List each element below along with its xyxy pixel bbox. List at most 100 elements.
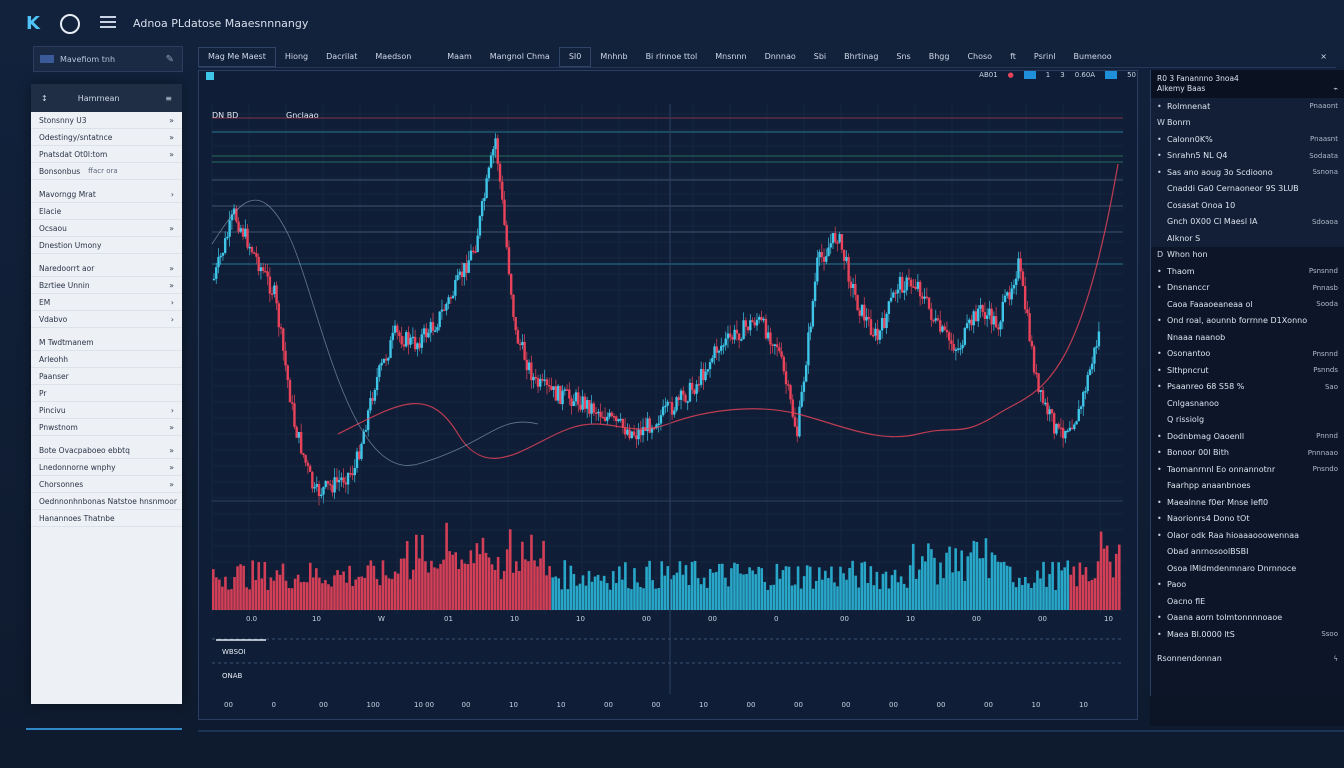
k-logo-icon[interactable]: K bbox=[26, 13, 40, 34]
chevron-icon[interactable]: » bbox=[169, 115, 174, 125]
right-list-item[interactable]: D Whon hon bbox=[1151, 247, 1344, 264]
right-list-item[interactable]: Osoa lMldmdenmnaro Dnrnnoce bbox=[1151, 560, 1344, 577]
expand-icon[interactable]: ↕ bbox=[41, 93, 48, 103]
right-header-icon[interactable]: ⌁ bbox=[1333, 84, 1338, 93]
right-list-item[interactable]: • Bonoor 00l Bith Pnnnaao bbox=[1151, 445, 1344, 462]
chevron-icon[interactable]: » bbox=[169, 479, 174, 489]
right-list-item[interactable]: Cosasat Onoa 10 bbox=[1151, 197, 1344, 214]
menu-icon[interactable] bbox=[100, 16, 116, 30]
record-circle-icon[interactable] bbox=[60, 14, 80, 34]
chevron-icon[interactable]: » bbox=[169, 263, 174, 273]
left-item[interactable]: Odestingy/sntatnce » bbox=[31, 129, 182, 146]
right-list-item[interactable]: Faarhpp anaanbnoes bbox=[1151, 478, 1344, 495]
series-swatch[interactable] bbox=[206, 72, 214, 80]
left-item[interactable]: Arleohh bbox=[31, 351, 182, 368]
left-item[interactable]: Pr bbox=[31, 385, 182, 402]
toolbar-item[interactable]: Sbi bbox=[813, 51, 827, 61]
right-list-item[interactable]: Q rissiolg bbox=[1151, 412, 1344, 429]
right-list-item[interactable]: • Slthpncrut Psnnds bbox=[1151, 362, 1344, 379]
chevron-icon[interactable]: » bbox=[169, 132, 174, 142]
left-item[interactable]: Naredoorrt aor » bbox=[31, 260, 182, 277]
toolbar-item[interactable]: Hiong bbox=[284, 51, 309, 61]
toolbar-item[interactable]: ft bbox=[1010, 51, 1016, 61]
toolbar-item[interactable]: Mnsnnn bbox=[715, 51, 747, 61]
left-item[interactable]: Vdabvo › bbox=[31, 311, 182, 328]
left-item[interactable]: Stonsnny U3 » bbox=[31, 112, 182, 129]
right-list-item[interactable]: Obad anrnosoolBSBI bbox=[1151, 544, 1344, 561]
chevron-icon[interactable]: » bbox=[169, 462, 174, 472]
toolbar-item[interactable]: Mag Me Maest bbox=[198, 46, 276, 67]
close-icon[interactable]: × bbox=[1320, 51, 1327, 61]
right-list-item[interactable]: • Osonantoo Pnsnnd bbox=[1151, 346, 1344, 363]
left-item[interactable]: Mavorngg Mrat › bbox=[31, 186, 182, 203]
right-list-item[interactable]: • Snrahn5 NL Q4 Sodaata bbox=[1151, 147, 1344, 164]
burger-icon[interactable]: ≡ bbox=[165, 93, 172, 103]
left-item[interactable]: Lnedonnorne wnphy » bbox=[31, 459, 182, 476]
right-list-item[interactable]: W Bonrn bbox=[1151, 114, 1344, 131]
right-list-item[interactable]: • Thaom Psnsnnd bbox=[1151, 263, 1344, 280]
toolbar-item[interactable] bbox=[420, 46, 438, 68]
toolbar-item[interactable]: Bhgg bbox=[928, 51, 950, 61]
right-list-item[interactable]: • Dnsnanccr Pnnasb bbox=[1151, 280, 1344, 297]
toolbar-item[interactable]: Mangnol Chma bbox=[489, 51, 550, 61]
right-list-item[interactable]: • Calonn0K% Pnaasnt bbox=[1151, 131, 1344, 148]
price-chart[interactable]: DN BD Gnclaao 0.0 10 W 01 10 10 00 00 0 00 10 00 00 1… bbox=[198, 84, 1138, 720]
left-item[interactable]: Paanser bbox=[31, 368, 182, 385]
toolbar-item[interactable]: Dnnnao bbox=[764, 51, 796, 61]
right-list-item[interactable]: Nnaaa naanob bbox=[1151, 329, 1344, 346]
right-list-item[interactable]: • Naorionrs4 Dono tOt bbox=[1151, 511, 1344, 528]
chevron-icon[interactable]: » bbox=[169, 280, 174, 290]
toolbar-item[interactable]: Bi rlnnoe ttol bbox=[645, 51, 698, 61]
right-list-item[interactable]: Cnaddi Ga0 Cernaoneor 9S 3LUB bbox=[1151, 180, 1344, 197]
chevron-icon[interactable]: › bbox=[170, 189, 174, 199]
left-header[interactable]: Mavefiom tnh ✎ bbox=[33, 46, 183, 72]
left-item[interactable]: Pnwstnom » bbox=[31, 419, 182, 436]
left-item[interactable]: M Twdtmanem bbox=[31, 334, 182, 351]
toolbar-item[interactable]: Mnhnb bbox=[600, 51, 628, 61]
lightning-icon[interactable]: ϟ bbox=[1333, 654, 1338, 663]
pencil-icon[interactable]: ✎ bbox=[165, 53, 174, 65]
right-list-item[interactable]: Alknor S bbox=[1151, 230, 1344, 247]
left-item[interactable]: Bonsonbus ffacr ora bbox=[31, 163, 182, 180]
right-list-item[interactable]: • Dodnbmag Oaoenll Pnnnd bbox=[1151, 428, 1344, 445]
right-list-item[interactable]: Gnch 0X00 Cl Maesl IA Sdoaoa bbox=[1151, 213, 1344, 230]
toolbar-item[interactable]: Bhrtinag bbox=[844, 51, 879, 61]
toolbar-item[interactable]: Psrinl bbox=[1033, 51, 1056, 61]
left-item[interactable]: Chorsonnes » bbox=[31, 476, 182, 493]
right-list-item[interactable]: • Ond roal, aounnb forrnne D1Xonno bbox=[1151, 313, 1344, 330]
right-list-item[interactable]: • Rolmnenat Pnaaont bbox=[1151, 98, 1344, 115]
right-list-item[interactable]: • Paoo bbox=[1151, 577, 1344, 594]
chevron-icon[interactable]: » bbox=[169, 149, 174, 159]
toolbar-item[interactable]: Choso bbox=[967, 51, 993, 61]
chevron-icon[interactable]: › bbox=[170, 405, 174, 415]
left-item[interactable]: Elacie bbox=[31, 203, 182, 220]
right-footer[interactable]: Rsonnendonnan ϟ bbox=[1151, 651, 1344, 668]
right-list-item[interactable]: • Taomanrnnl Eo onnannotnr Pnsndo bbox=[1151, 461, 1344, 478]
right-list-item[interactable]: • Olaor odk Raa hioaaaooowennaa bbox=[1151, 527, 1344, 544]
chevron-icon[interactable]: » bbox=[169, 422, 174, 432]
toolbar-item[interactable]: Maedson bbox=[375, 51, 412, 61]
right-list-item[interactable]: Oacno flE bbox=[1151, 593, 1344, 610]
toolbar-item[interactable]: SI0 bbox=[558, 46, 592, 67]
left-item[interactable]: Ocsaou » bbox=[31, 220, 182, 237]
left-item[interactable]: Pnatsdat Ot0l:tom » bbox=[31, 146, 182, 163]
chevron-icon[interactable]: » bbox=[169, 223, 174, 233]
right-list-item[interactable]: Caoa Faaaoeaneaa ol Sooda bbox=[1151, 296, 1344, 313]
right-list-item[interactable]: • Oaana aorn tolmtonnnnoaoe bbox=[1151, 610, 1344, 627]
left-item[interactable]: Bzrtiee Unnin » bbox=[31, 277, 182, 294]
chevron-icon[interactable]: › bbox=[170, 297, 174, 307]
left-item[interactable]: Hanannoes Thatnbe bbox=[31, 510, 182, 527]
right-list-item[interactable]: Cnlgasnanoo bbox=[1151, 395, 1344, 412]
toolbar-item[interactable]: Bumenoo bbox=[1073, 51, 1112, 61]
chevron-icon[interactable]: » bbox=[169, 445, 174, 455]
right-list-item[interactable]: • Psaanreo 68 S58 % Sao bbox=[1151, 379, 1344, 396]
left-item[interactable]: Pincivu › bbox=[31, 402, 182, 419]
chevron-icon[interactable]: › bbox=[170, 314, 174, 324]
left-item[interactable]: Bote Ovacpaboeo ebbtq » bbox=[31, 442, 182, 459]
toolbar-item[interactable]: Dacrilat bbox=[326, 51, 358, 61]
toolbar-item[interactable]: Maam bbox=[447, 51, 472, 61]
left-item[interactable]: Oednnonhnbonas Natstoe hnsnmoor bbox=[31, 493, 182, 510]
toolbar-item[interactable]: Sns bbox=[896, 51, 911, 61]
left-item[interactable]: Dnestion Umony bbox=[31, 237, 182, 254]
right-list-item[interactable]: • Maea Bl.0000 ltS Ssoo bbox=[1151, 626, 1344, 643]
